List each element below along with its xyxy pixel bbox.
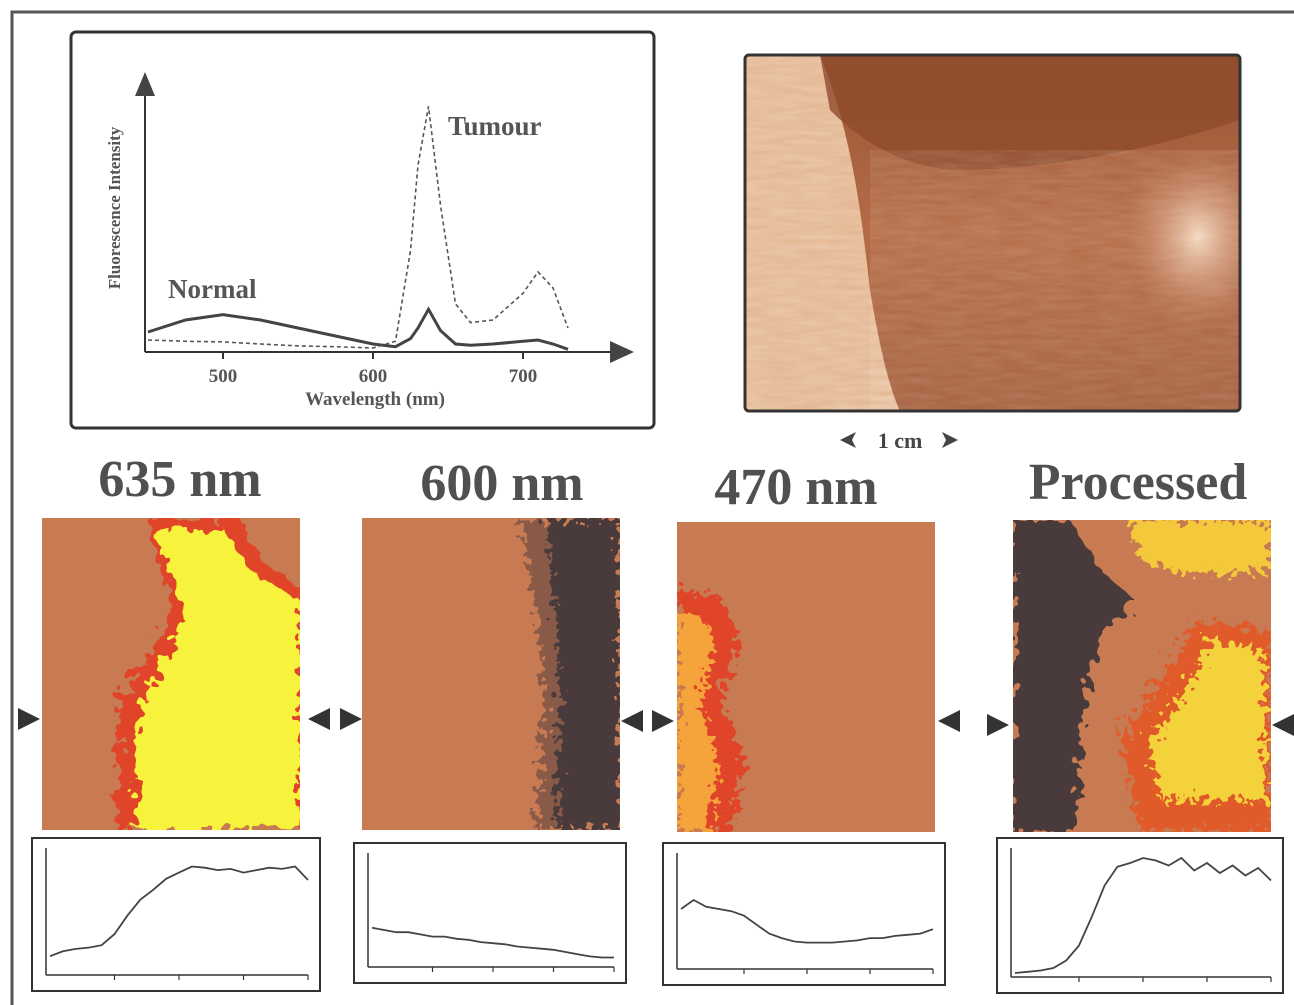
profile-frame (354, 843, 626, 983)
panel-title: 635 nm (98, 451, 261, 508)
map-470 (677, 522, 935, 832)
scale-label: 1 cm (878, 428, 923, 453)
panel-title: 470 nm (714, 459, 877, 516)
scale-arrow (942, 432, 958, 448)
scale-arrow (840, 432, 856, 448)
y-axis-label: Fluorescence Intensity (105, 126, 124, 289)
map-600 (362, 518, 620, 830)
panel-title: 600 nm (420, 455, 583, 512)
panel-title: Processed (1029, 454, 1248, 511)
x-tick-label: 700 (509, 366, 538, 387)
photograph (745, 55, 1240, 411)
map-processed (1013, 520, 1271, 832)
profile-frame (32, 838, 320, 991)
x-axis-label: Wavelength (nm) (305, 389, 445, 410)
profile-frame (663, 843, 945, 985)
series-annotation: Normal (168, 274, 257, 304)
x-tick-label: 500 (209, 366, 238, 387)
series-annotation: Tumour (448, 111, 542, 141)
x-tick-label: 600 (359, 366, 388, 387)
figure: Wavelength (nm) Fluorescence Intensity N… (0, 0, 1294, 1005)
map-635 (42, 518, 305, 830)
